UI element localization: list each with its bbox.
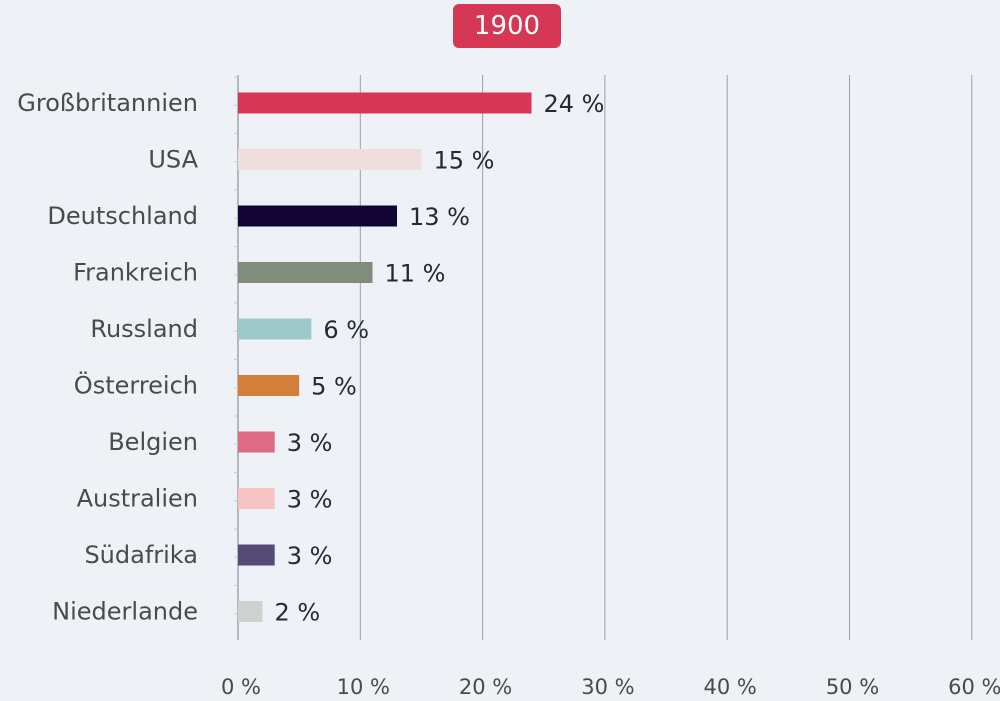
x-tick-label: 50 % bbox=[826, 675, 879, 699]
x-tick-label: 20 % bbox=[459, 675, 512, 699]
year-label: 1900 bbox=[473, 11, 541, 41]
bar bbox=[238, 205, 397, 227]
value-label: 3 % bbox=[287, 542, 333, 570]
category-label: Frankreich bbox=[73, 259, 198, 287]
x-tick-label: 60 % bbox=[948, 675, 1000, 699]
value-label: 3 % bbox=[287, 429, 333, 457]
bar bbox=[238, 488, 275, 509]
category-label: Österreich bbox=[74, 371, 198, 400]
category-label: Niederlande bbox=[52, 598, 198, 626]
value-label: 5 % bbox=[311, 373, 357, 401]
bar bbox=[238, 262, 373, 283]
category-label: Großbritannien bbox=[17, 89, 198, 117]
category-label: USA bbox=[148, 146, 198, 174]
year-badge: 1900 bbox=[453, 4, 561, 48]
bar bbox=[238, 544, 275, 566]
bar bbox=[238, 318, 312, 340]
bar bbox=[238, 601, 263, 622]
value-label: 11 % bbox=[385, 260, 446, 288]
value-label: 15 % bbox=[433, 147, 494, 175]
category-label: Russland bbox=[90, 315, 198, 343]
bar bbox=[238, 149, 422, 170]
value-label: 6 % bbox=[323, 316, 369, 344]
value-label: 13 % bbox=[409, 203, 470, 231]
value-label: 2 % bbox=[274, 599, 320, 627]
value-label: 24 % bbox=[544, 90, 605, 118]
x-tick-label: 10 % bbox=[337, 675, 390, 699]
category-label: Deutschland bbox=[47, 202, 198, 230]
bar bbox=[238, 431, 275, 453]
x-tick-label: 40 % bbox=[704, 675, 757, 699]
x-tick-label: 30 % bbox=[581, 675, 634, 699]
category-label: Australien bbox=[77, 485, 198, 513]
x-tick-label: 0 % bbox=[221, 675, 261, 699]
bar bbox=[238, 92, 532, 114]
category-label: Belgien bbox=[108, 428, 198, 456]
category-label: Südafrika bbox=[84, 541, 198, 569]
bar bbox=[238, 375, 300, 396]
value-label: 3 % bbox=[287, 486, 333, 514]
